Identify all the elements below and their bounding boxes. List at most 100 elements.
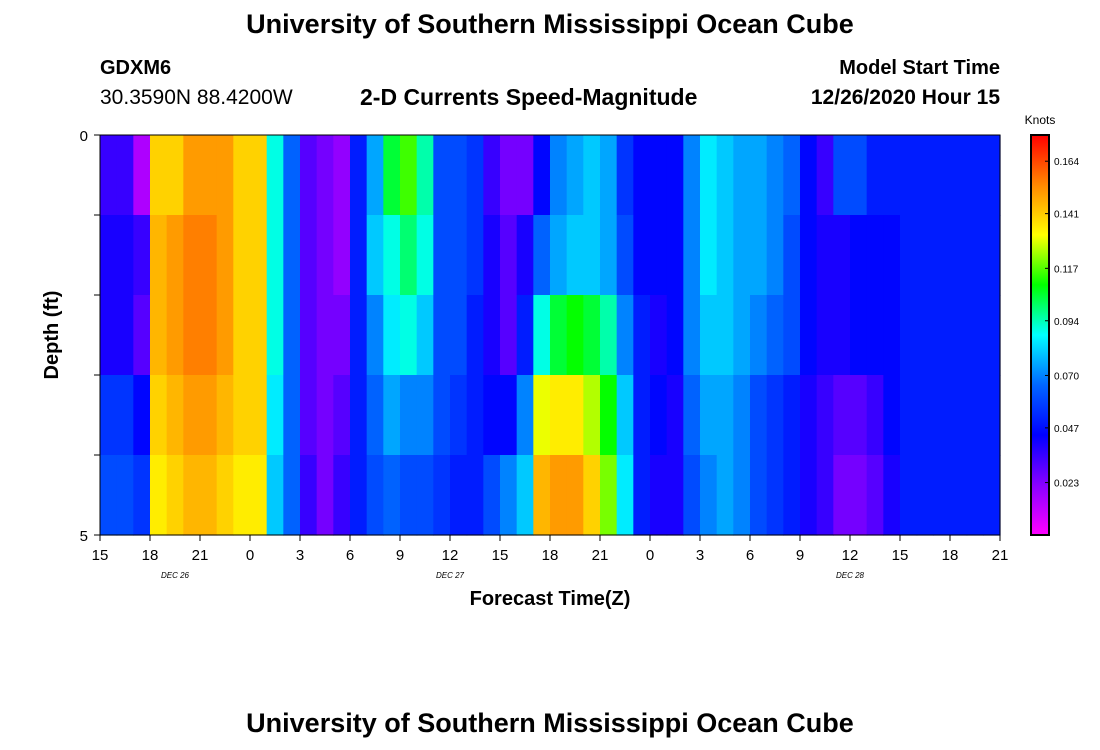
heatmap-cell [816, 455, 834, 536]
heatmap-cell [250, 455, 268, 536]
heatmap-cell [433, 215, 451, 296]
heatmap-cell [633, 375, 651, 456]
heatmap-cell [833, 135, 851, 216]
heatmap-cell [216, 215, 234, 296]
heatmap-cell [716, 215, 734, 296]
x-tick-label: 18 [942, 547, 959, 564]
footer-title: University of Southern Mississippi Ocean… [246, 708, 854, 738]
heatmap-cell [533, 295, 551, 376]
heatmap-cell [266, 135, 284, 216]
colorbar-tick-label: 0.023 [1054, 479, 1079, 490]
heatmap-cell [216, 295, 234, 376]
heatmap-cell [183, 135, 201, 216]
heatmap-cell [983, 215, 1001, 296]
heatmap-cell [616, 375, 634, 456]
heatmap-cell [133, 375, 151, 456]
heatmap-cell [100, 135, 118, 216]
heatmap-cell [850, 135, 868, 216]
x-tick-label: 6 [346, 547, 354, 564]
heatmap-cell [966, 135, 984, 216]
heatmap-cell [783, 455, 801, 536]
x-axis-label: Forecast Time(Z) [470, 588, 631, 610]
heatmap-cell [450, 215, 468, 296]
heatmap-cell [766, 295, 784, 376]
heatmap-cell [383, 135, 401, 216]
heatmap-cell [516, 375, 534, 456]
heatmap-cell [416, 295, 434, 376]
heatmap-cell [300, 295, 318, 376]
heatmap-cell [900, 215, 918, 296]
heatmap-cell [900, 295, 918, 376]
heatmap-cell [433, 135, 451, 216]
heatmap-cell [783, 295, 801, 376]
heatmap-cell [200, 455, 218, 536]
heatmap-cell [850, 375, 868, 456]
heatmap-cell [400, 215, 418, 296]
date-label: DEC 27 [436, 571, 465, 580]
heatmap-cell [850, 215, 868, 296]
heatmap-cell [583, 455, 601, 536]
heatmap-cell [383, 215, 401, 296]
heatmap-cell [916, 215, 934, 296]
page-title: University of Southern Mississippi Ocean… [246, 9, 854, 39]
y-tick-label: 0 [80, 128, 88, 145]
heatmap-cell [766, 455, 784, 536]
heatmap-cell [933, 455, 951, 536]
heatmap-cell [750, 295, 768, 376]
heatmap-cell [233, 375, 251, 456]
station-id: GDXM6 [100, 57, 172, 79]
heatmap-cell [266, 295, 284, 376]
y-axis-label: Depth (ft) [41, 291, 63, 380]
heatmap-cell [200, 215, 218, 296]
x-tick-label: 0 [246, 547, 254, 564]
heatmap-cell [466, 295, 484, 376]
heatmap-cell [683, 375, 701, 456]
heatmap-cell [666, 215, 684, 296]
heatmap-cell [750, 375, 768, 456]
heatmap-cell [300, 375, 318, 456]
heatmap-cell [116, 135, 134, 216]
heatmap-cell [866, 375, 884, 456]
heatmap-cell [866, 215, 884, 296]
heatmap-cell [883, 135, 901, 216]
heatmap-cell [933, 375, 951, 456]
heatmap-cell [550, 375, 568, 456]
heatmap-cell [683, 135, 701, 216]
heatmap-cell [650, 135, 668, 216]
heatmap-cell [916, 135, 934, 216]
heatmap-cell [316, 455, 334, 536]
heatmap-cell [800, 375, 818, 456]
heatmap-cell [600, 215, 618, 296]
model-start-label: Model Start Time [839, 57, 1000, 79]
heatmap-cell [400, 375, 418, 456]
x-tick-label: 21 [192, 547, 209, 564]
heatmap-cell [883, 455, 901, 536]
heatmap-cell [116, 295, 134, 376]
heatmap-cell [333, 295, 351, 376]
x-tick-label: 9 [796, 547, 804, 564]
heatmap-cell [866, 135, 884, 216]
heatmap-cell [800, 455, 818, 536]
heatmap-cell [333, 215, 351, 296]
heatmap-cell [216, 135, 234, 216]
heatmap-cell [916, 375, 934, 456]
heatmap-cell [550, 455, 568, 536]
heatmap-cell [150, 375, 168, 456]
heatmap-cell [966, 295, 984, 376]
heatmap-cell [983, 375, 1001, 456]
heatmap-cell [366, 215, 384, 296]
heatmap-cell [516, 215, 534, 296]
heatmap-cell [633, 215, 651, 296]
heatmap-cell [250, 295, 268, 376]
heatmap-cell [733, 135, 751, 216]
heatmap-cell [383, 295, 401, 376]
heatmap-cell [883, 215, 901, 296]
heatmap-cell [483, 295, 501, 376]
heatmap-cell [500, 135, 518, 216]
heatmap-cell [483, 135, 501, 216]
heatmap-cell [500, 375, 518, 456]
heatmap-cell [416, 215, 434, 296]
heatmap-cell [366, 455, 384, 536]
heatmap-cell [516, 135, 534, 216]
heatmap-cell [933, 135, 951, 216]
